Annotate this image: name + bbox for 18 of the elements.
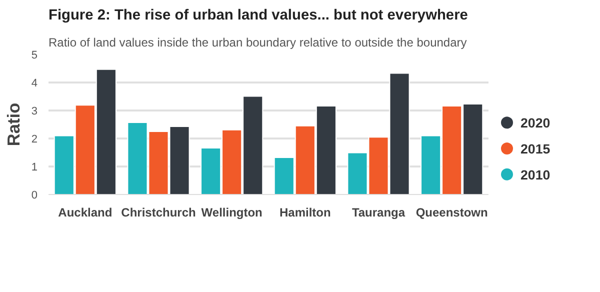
legend-label: 2010 [520, 167, 550, 182]
x-tick-label: Christchurch [121, 206, 196, 220]
x-tick-label: Queenstown [416, 206, 488, 220]
y-tick-label: 3 [31, 106, 38, 118]
y-tick-label: 5 [31, 50, 38, 62]
y-tick-label: 1 [31, 162, 38, 174]
y-tick-label: 2 [31, 134, 38, 146]
legend-label: 2015 [520, 142, 551, 156]
x-tick-label: Hamilton [280, 206, 331, 220]
x-tick-label: Auckland [58, 206, 112, 220]
chart-title: Figure 2: The rise of urban land values... but not everywhere [48, 8, 468, 24]
y-tick-label: 0 [31, 190, 38, 202]
x-tick-label: Tauranga [352, 206, 406, 220]
y-tick-label: 4 [31, 78, 38, 90]
y-axis-title: Ratio [3, 102, 24, 146]
x-tick-label: Wellington [201, 206, 262, 220]
legend-label: 2020 [520, 116, 550, 131]
chart-subtitle: Ratio of land values inside the urban boundary relative to outside the boundary [48, 36, 467, 50]
